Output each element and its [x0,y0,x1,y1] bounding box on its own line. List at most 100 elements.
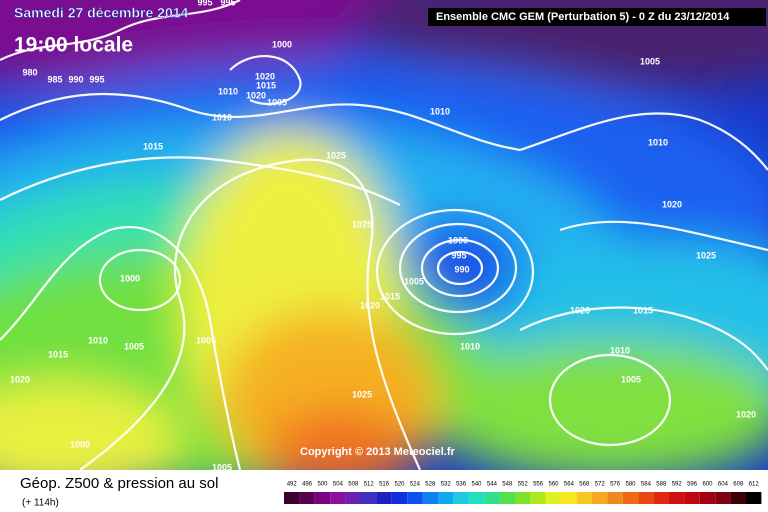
scale-label: 600 [702,482,713,488]
isobar [548,353,672,447]
isobar-label: 1025 [326,150,346,160]
scale-swatch [330,492,346,504]
scale-swatch [453,492,469,504]
scale-swatch [299,492,315,504]
model-banner [428,8,766,26]
scale-swatch [499,492,515,504]
scale-swatch [468,492,485,504]
scale-label: 524 [410,482,421,488]
scale-swatch [730,492,746,504]
scale-label: 608 [733,482,744,488]
scale-swatch [592,492,608,504]
scale-label: 500 [317,482,328,488]
scale-label: 508 [348,482,359,488]
isobar-label: 1010 [430,106,450,116]
isobar-label: 1020 [255,71,275,81]
isobar-label: 1005 [212,462,232,472]
color-scale: 492 496 500 504 508 512 516 520 524 528 532 536 540 5… [284,482,762,504]
isobar-label: 980 [22,67,37,77]
copyright: Copyright © 2013 Meteociel.fr [300,446,456,458]
isobar-label: 1000 [70,439,90,449]
isobar-label: 990 [68,74,83,84]
isobar-label: 1010 [460,341,480,351]
isobar-label: 1010 [610,345,630,355]
scale-label: 496 [302,482,313,488]
isobar-label: 1010 [648,137,668,147]
scale-swatch [314,492,331,504]
isobar-label: 1005 [124,341,144,351]
scale-label: 556 [533,482,544,488]
scale-swatch [345,492,361,504]
isobar [420,238,500,298]
isobar [79,158,422,470]
isobar-label: 1005 [621,374,641,384]
scale-swatch [622,492,639,504]
scale-label: 580 [625,482,636,488]
scale-label: 532 [441,482,452,488]
isobar-label: 1000 [120,273,140,283]
isobar-label: 1010 [212,112,232,122]
scale-swatch [545,492,562,504]
scale-swatch [422,492,438,504]
isobar-label: 995 [197,0,212,7]
isobar [436,250,484,286]
isobar-label: 1015 [256,80,276,90]
scale-swatch [438,492,454,504]
isobar-label: 1020 [662,199,682,209]
field-dark-orange [265,410,415,470]
scale-label: 552 [518,482,529,488]
scale-swatch [576,492,592,504]
isobar-label: 985 [47,74,62,84]
isobar [375,208,535,336]
scale-label: 604 [718,482,729,488]
scale-label: 588 [656,482,667,488]
isobar [519,112,768,171]
isobar [98,248,182,312]
field-green [430,340,768,470]
field-low [400,220,520,316]
scale-label: 612 [749,482,760,488]
scale-label: 544 [487,482,498,488]
scale-swatch [684,492,700,504]
field-yellow [0,380,180,470]
scale-swatch [376,492,392,504]
scale-swatch [746,492,762,504]
scale-swatch [515,492,531,504]
isobar [0,226,242,470]
isobar-label: 1020 [736,409,756,419]
scale-swatch [484,492,500,504]
scale-swatch [561,492,577,504]
field-purple [0,0,409,85]
scale-label: 512 [364,482,375,488]
scale-label: 528 [425,482,436,488]
isobar [229,55,302,105]
isobar-label: 1000 [272,39,292,49]
isobar-label: 1005 [404,276,424,286]
scale-swatch [653,492,669,504]
scale-swatch [607,492,623,504]
isobars [0,0,768,470]
scale-label: 520 [394,482,405,488]
isobar [519,306,768,371]
scale-swatch [407,492,423,504]
isobar-label: 1025 [696,250,716,260]
isobar-label: 1020 [570,305,590,315]
isobar-label: 1015 [48,349,68,359]
isobar-label: 1010 [88,335,108,345]
scale-label: 568 [579,482,590,488]
isobar-label: 1015 [380,291,400,301]
scale-label: 548 [502,482,513,488]
isobar [398,222,518,314]
scale-label: 572 [595,482,606,488]
scale-swatch [530,492,546,504]
isobar-label: 995 [220,0,235,7]
scale-swatch [638,492,654,504]
isobar-label: 1025 [352,219,372,229]
scale-swatch [669,492,685,504]
isobar-label: 1010 [218,86,238,96]
isobar-label: 1025 [352,389,372,399]
scale-label: 560 [548,482,559,488]
